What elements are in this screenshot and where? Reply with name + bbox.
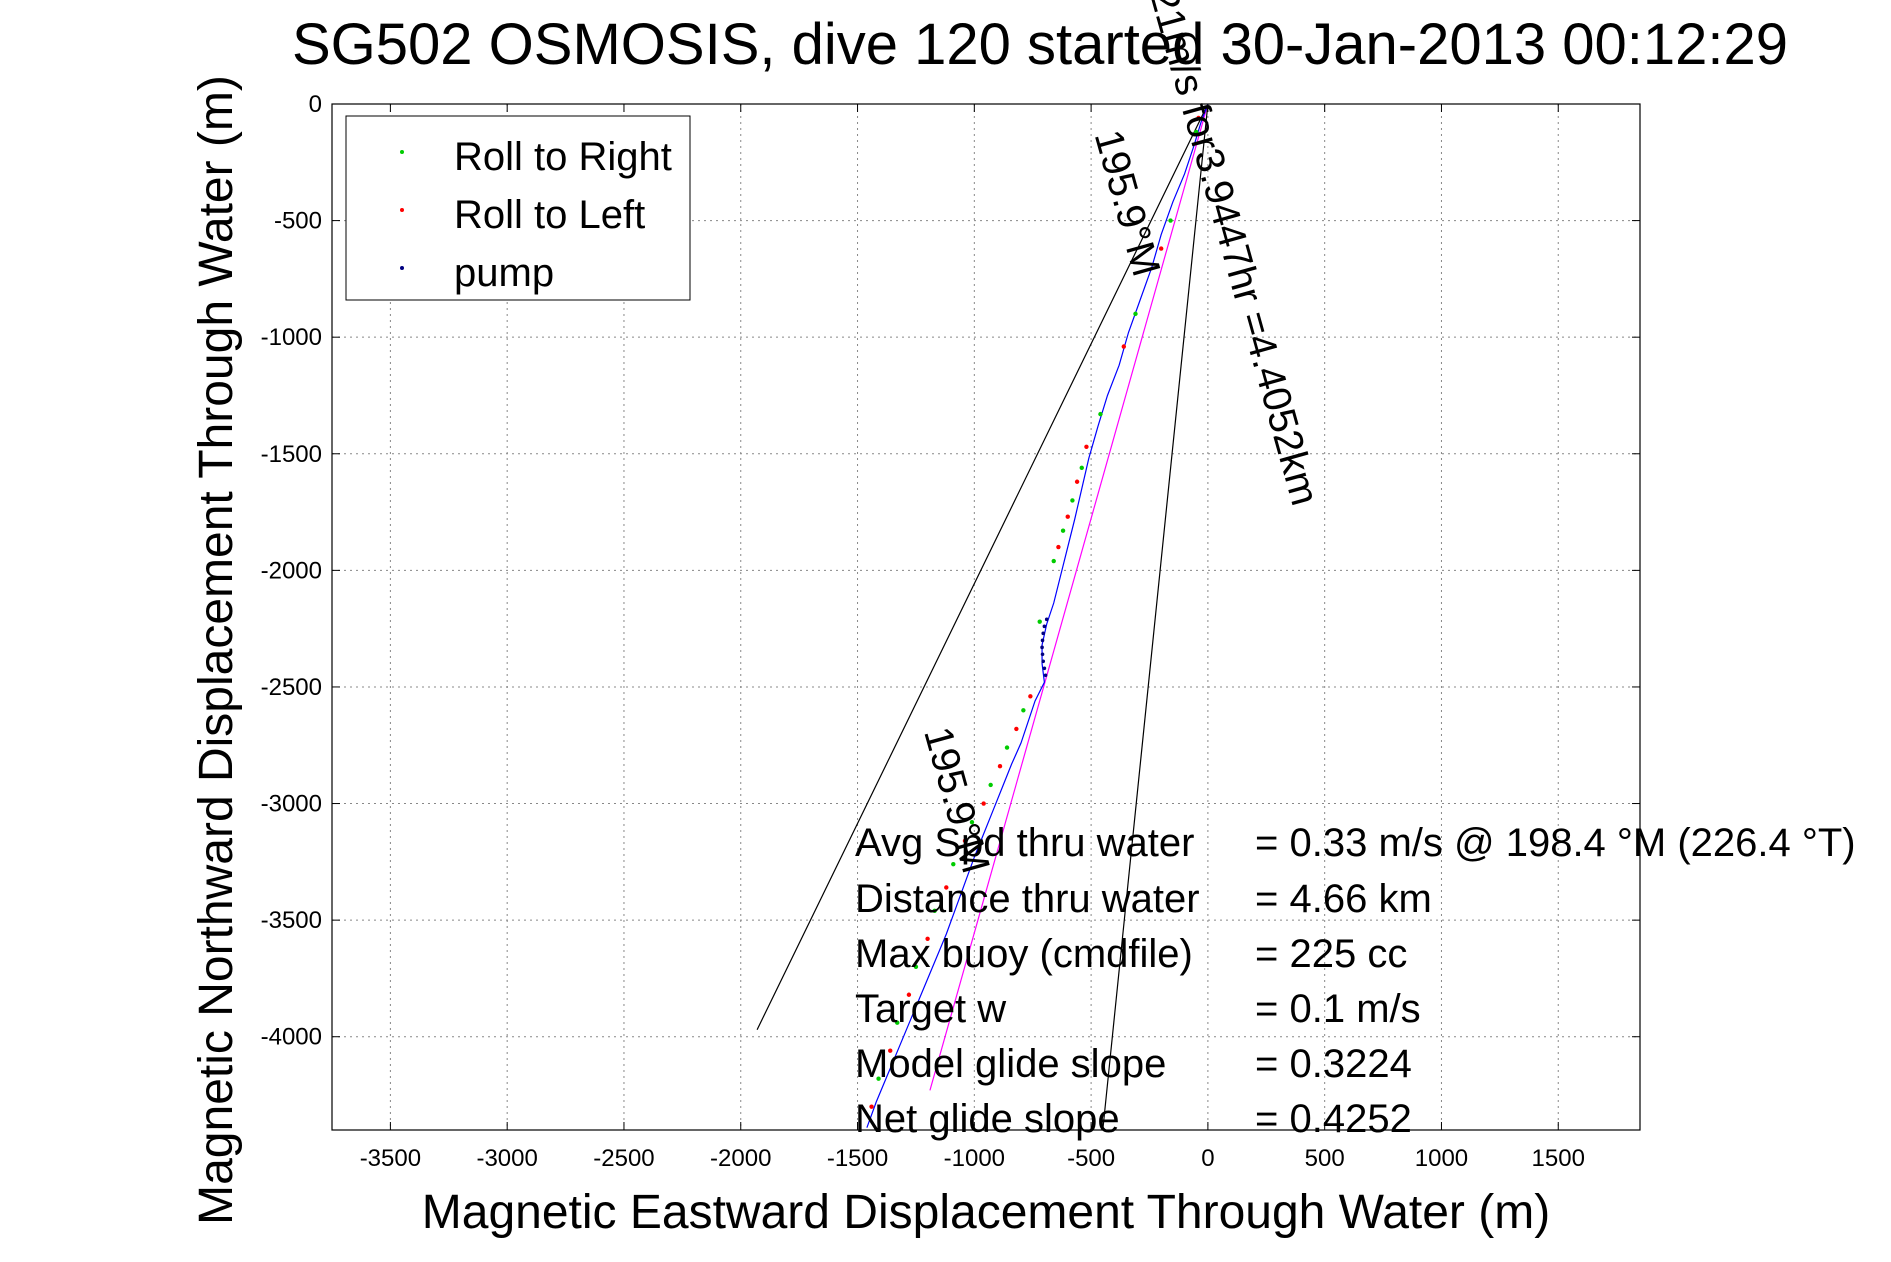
roll-right-point [1051,558,1056,564]
y-tick-label: -1500 [261,441,322,468]
roll-left-point [962,838,968,844]
x-tick-label: 1500 [1532,1145,1585,1172]
pump-point [1040,645,1044,650]
pump-point [1040,652,1045,657]
marker-layer [869,115,1201,1109]
roll-right-point [876,1076,881,1081]
pump-point [1040,638,1045,643]
stat-value-avg-speed: = 0.33 m/s @ 198.4 °M (226.4 °T) [1255,821,1856,865]
x-tick-label: 1000 [1415,1145,1468,1172]
x-axis-label: Magnetic Eastward Displacement Through W… [422,1186,1550,1239]
x-tick-label: -2500 [593,1145,654,1172]
annotation-1: 195.9°M [1086,125,1169,281]
y-tick-label: -1000 [261,324,322,351]
x-tick-label: 0 [1201,1145,1214,1172]
plot-frame [331,103,1641,1131]
roll-left-point [906,992,912,997]
pump-point [1042,666,1047,671]
guide-lines [756,104,1209,1130]
x-tick-label: -2000 [710,1145,771,1172]
roll-right-point [1060,528,1066,533]
roll-right-point [1194,129,1199,135]
y-tick-label: -4000 [261,1024,322,1051]
stats-block: Avg Spd thru water = 0.33 m/s @ 198.4 °M… [855,821,1856,1141]
roll-left-point [1014,726,1019,732]
x-tick-label: -1000 [944,1145,1005,1172]
stat-value-max-buoy: = 225 cc [1255,932,1407,976]
pump-point [1044,617,1049,622]
x-tick-label: -500 [1067,1145,1115,1172]
roll-right-point [1079,465,1084,470]
roll-left-point [944,885,949,890]
legend-marker-roll-right [400,150,404,154]
roll-left-point [1074,479,1080,484]
roll-left-point [1196,115,1201,121]
roll-left-point [1065,514,1070,519]
stat-label-net-glide: Net glide slope [855,1097,1120,1141]
stat-value-target-w: = 0.1 m/s [1255,987,1421,1031]
roll-right-point [1037,619,1042,624]
roll-right-point [895,1020,900,1025]
x-tick-label: -3500 [360,1145,421,1172]
roll-right-point [988,782,993,788]
stat-value-net-glide: = 0.4252 [1255,1097,1412,1141]
pump-point [1042,624,1047,629]
stat-label-distance: Distance thru water [855,877,1200,921]
stat-label-max-buoy: Max buoy (cmdfile) [855,932,1193,976]
roll-right-point [969,820,975,825]
roll-left-point [997,764,1003,769]
legend-label-pump: pump [454,251,554,295]
roll-left-point [1084,444,1089,449]
annotations: 0.31021m/s for3.9447hr =4.4052km195.9°M1… [915,0,1327,878]
roll-right-point [951,861,956,867]
pump-point [1041,631,1046,636]
roll-left-point [869,1104,874,1109]
roll-right-point [1070,498,1075,503]
roll-right-point [1004,745,1010,750]
pump-point [1043,673,1048,678]
roll-left-point [1028,694,1033,699]
stat-value-distance: = 4.66 km [1255,877,1432,921]
roll-right-point [1168,218,1173,223]
roll-left-point [981,801,986,806]
x-tick-label: 500 [1305,1145,1345,1172]
roll-left-point [1056,544,1061,550]
y-tick-label: -2000 [261,557,322,584]
roll-left-point [888,1048,893,1053]
guide-line-0 [929,104,1209,1091]
roll-right-point [932,908,937,914]
legend-label-roll-right: Roll to Right [454,135,672,179]
chart-title: SG502 OSMOSIS, dive 120 started 30-Jan-2… [292,12,1788,77]
legend-label-roll-left: Roll to Left [454,193,645,237]
y-axis-label: Magnetic Northward Displacement Through … [190,75,243,1225]
roll-right-point [1133,311,1138,317]
stat-label-target-w: Target w [855,987,1006,1031]
stat-value-model-glide: = 0.3224 [1255,1042,1412,1086]
roll-left-point [1158,246,1164,251]
roll-right-point [913,964,919,969]
stat-label-avg-speed: Avg Spd thru water [855,821,1194,865]
y-axis-ticks: 0 -500 -1000 -1500 -2000 -2500 -3000 -3500 -4000 [261,91,1640,1051]
legend-marker-pump [400,266,404,270]
roll-left-point [925,936,930,941]
y-tick-label: -3500 [261,907,322,934]
stat-label-model-glide: Model glide slope [855,1042,1166,1086]
roll-right-point [1098,411,1103,417]
y-tick-label: 0 [309,91,322,118]
x-tick-label: -1500 [827,1145,888,1172]
legend: Roll to Right Roll to Left pump [345,115,691,301]
x-tick-label: -3000 [476,1145,537,1172]
pump-point [1041,659,1046,664]
y-tick-label: -3000 [261,791,322,818]
legend-marker-roll-left [400,208,404,212]
guide-line-1 [756,104,1209,1030]
roll-right-point [1021,708,1026,713]
roll-left-point [1121,344,1127,349]
y-tick-label: -2500 [261,674,322,701]
guide-line-2 [1102,104,1209,1130]
x-axis-ticks: -3500 -3000 -2500 -2000 -1500 -1000 -500 0 500 10… [360,104,1585,1172]
y-tick-label: -500 [274,208,322,235]
